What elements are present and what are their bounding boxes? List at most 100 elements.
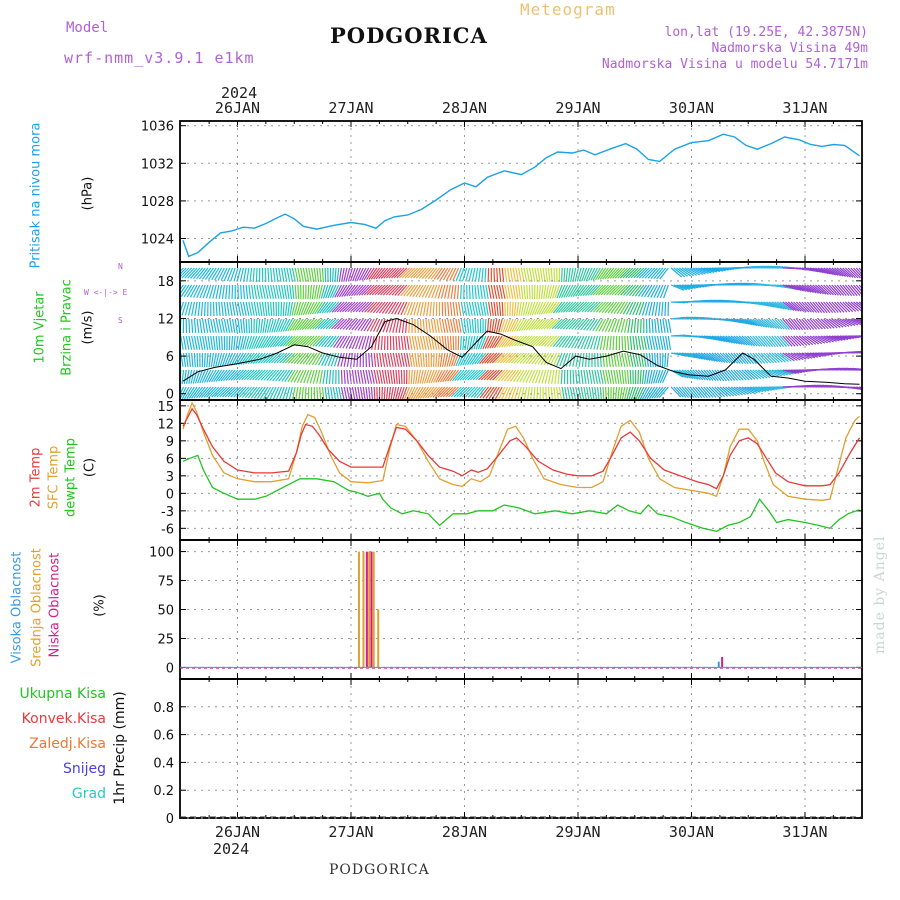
- wind-arrow: [400, 301, 408, 315]
- wind-arrow: [812, 318, 823, 330]
- wind-arrow: [184, 267, 195, 279]
- wind-arrow: [864, 302, 876, 309]
- wind-arrow: [260, 335, 269, 349]
- wind-arrow: [607, 301, 618, 314]
- wind-arrow: [834, 335, 849, 340]
- wind-arrow: [531, 369, 539, 384]
- wind-arrow: [437, 284, 443, 299]
- wind-arrow: [290, 352, 302, 364]
- wind-arrow: [540, 352, 549, 366]
- wind-arrow: [361, 335, 367, 350]
- wind-arrow: [610, 369, 615, 384]
- wind-arrow: [738, 318, 753, 326]
- wind-arrow: [221, 335, 223, 351]
- wind-arrow: [337, 352, 343, 367]
- wind-arrow: [196, 284, 204, 298]
- wind-arrow: [426, 369, 432, 384]
- wind-arrow: [531, 352, 541, 365]
- wind-arrow: [230, 335, 234, 351]
- wind-arrow: [606, 335, 610, 350]
- wind-arrow: [727, 386, 740, 396]
- wind-arrow: [289, 267, 294, 282]
- wind-arrow: [556, 386, 560, 400]
- wind-arrow: [257, 369, 269, 381]
- wind-arrow: [550, 301, 560, 314]
- wind-arrow: [836, 284, 847, 297]
- wind-arrow: [420, 386, 430, 399]
- wind-arrow: [182, 335, 187, 350]
- wind-arrow: [482, 335, 490, 350]
- wind-arrow: [618, 369, 622, 384]
- wind-arrow: [450, 284, 454, 299]
- wind-arrow: [255, 352, 266, 364]
- wind-arrow: [410, 267, 421, 279]
- wind-arrow: [410, 369, 413, 385]
- wind-arrow: [692, 386, 703, 399]
- wind-arrow: [627, 267, 639, 279]
- wind-arrow: [624, 318, 629, 333]
- wind-arrow: [512, 369, 522, 382]
- wind-arrow: [419, 335, 424, 350]
- wind-arrow: [484, 267, 487, 283]
- wind-arrow: [447, 369, 457, 382]
- pressure-line: [182, 133, 860, 258]
- wind-arrow: [768, 335, 779, 348]
- wind-arrow: [654, 318, 657, 333]
- wind-arrow: [611, 284, 623, 296]
- wind-arrow: [798, 318, 809, 331]
- wind-arrow: [476, 386, 487, 399]
- wind-arrow: [572, 369, 575, 385]
- wind-arrow: [488, 386, 498, 400]
- wind-arrow: [329, 284, 337, 299]
- wind-arrow: [711, 369, 722, 382]
- wind-arrow: [525, 369, 533, 383]
- temp-tick-label: 0: [166, 487, 174, 502]
- bottom-day-label: 27JAN: [328, 823, 374, 841]
- wind-arrow: [725, 335, 738, 345]
- wind-arrow: [757, 352, 769, 364]
- wind-arrow: [621, 352, 626, 367]
- wind-arrow: [673, 267, 686, 278]
- wind-arrow: [350, 301, 361, 313]
- wind-arrow: [452, 318, 457, 333]
- wind-arrow: [196, 352, 199, 368]
- wind-arrow: [656, 386, 667, 399]
- wind-arrow: [321, 335, 332, 348]
- wind-arrow: [389, 369, 393, 384]
- wind-arrow: [486, 335, 495, 349]
- wind-arrow: [867, 302, 879, 309]
- wind-arrow: [193, 352, 196, 368]
- wind-arrow: [314, 284, 318, 299]
- wind-arrow: [534, 267, 538, 282]
- wind-arrow: [182, 352, 187, 367]
- temp-tick-label: 3: [166, 470, 174, 485]
- wind-arrow: [602, 335, 607, 350]
- wind-arrow: [782, 301, 795, 311]
- wind-arrow: [235, 352, 244, 366]
- wind-arrow: [661, 301, 664, 317]
- wind-arrow: [397, 386, 402, 400]
- wind-arrow: [437, 386, 449, 398]
- wind-arrow: [324, 267, 327, 283]
- wind-arrow: [687, 369, 699, 380]
- wind-arrow: [684, 267, 697, 276]
- wind-arrow: [551, 318, 563, 330]
- wind-arrow: [221, 318, 225, 333]
- wind-arrow: [473, 386, 484, 399]
- wind-arrow: [430, 335, 435, 350]
- wind-arrow: [864, 335, 878, 336]
- wind-arrow: [700, 386, 711, 398]
- wind-arrow: [304, 386, 307, 400]
- wind-arrow: [749, 369, 762, 380]
- wind-arrow: [758, 386, 772, 391]
- wind-arrow: [662, 318, 666, 333]
- wind-arrow: [195, 267, 206, 280]
- wind-arrow: [302, 267, 307, 282]
- wind-arrow: [684, 352, 698, 359]
- wind-arrow: [730, 369, 741, 381]
- wind-arrow: [287, 335, 299, 347]
- wind-arrow: [528, 318, 539, 331]
- wind-arrow: [253, 301, 258, 316]
- wind-arrow: [432, 369, 441, 383]
- wind-arrow: [689, 267, 703, 275]
